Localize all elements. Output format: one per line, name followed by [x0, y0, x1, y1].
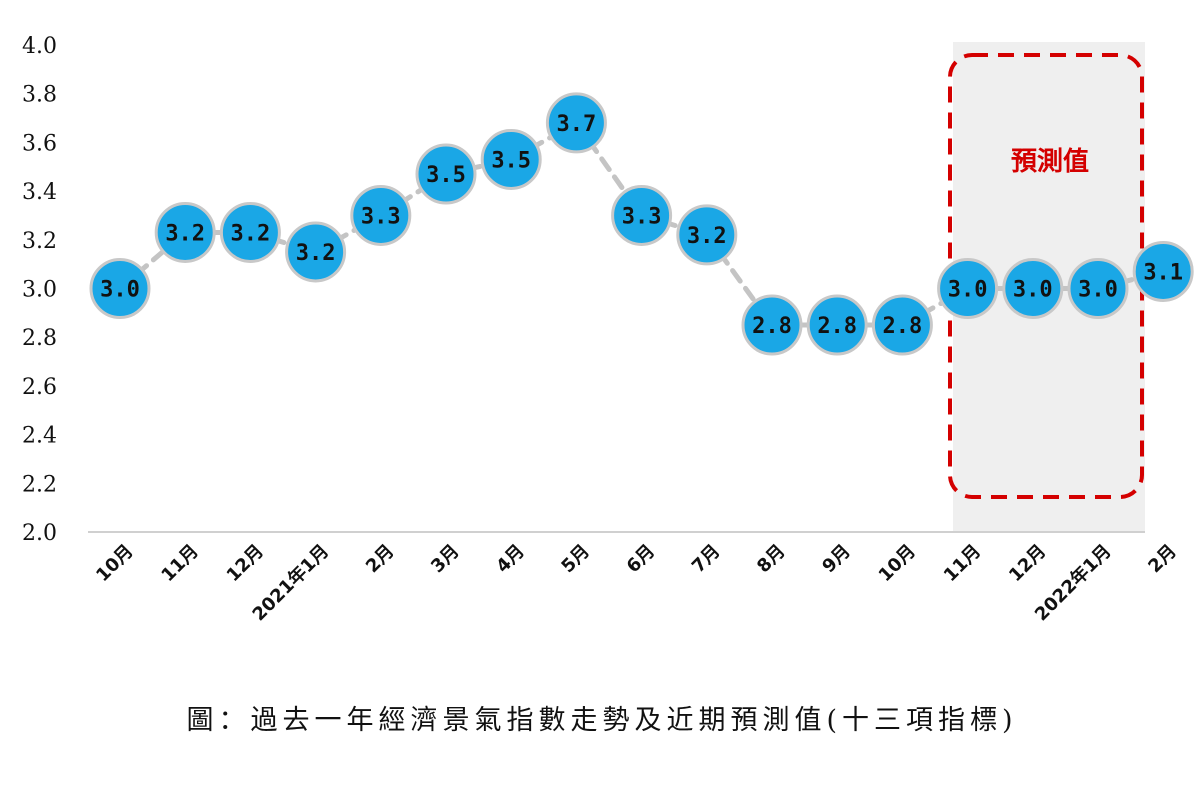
x-tick-label: 12月: [1005, 541, 1050, 586]
x-tick-label: 4月: [492, 541, 528, 577]
y-tick-label: 2.2: [22, 472, 57, 497]
data-point-marker: [871, 294, 933, 356]
data-label: 2.8: [752, 314, 792, 339]
data-point-marker: [350, 184, 412, 246]
data-point-marker: [741, 294, 803, 356]
data-label: 3.2: [687, 224, 727, 249]
x-tick-label: 2月: [1144, 541, 1180, 577]
data-point-marker: [154, 201, 216, 263]
data-label: 3.5: [491, 148, 531, 173]
data-point-marker: [806, 294, 868, 356]
data-label: 3.0: [1013, 278, 1053, 303]
y-tick-label: 3.2: [22, 229, 57, 254]
data-point-marker: [545, 92, 607, 154]
data-point-marker: [1132, 240, 1194, 302]
chart: 預測值 2.0 2.2 2.4 2.6 2.8 3.0 3.2 3.4 3.6 3.8 4.0 10…: [22, 34, 1194, 625]
data-label: 3.2: [165, 221, 205, 246]
data-point-marker: [611, 184, 673, 246]
y-tick-label: 3.6: [22, 131, 57, 156]
x-tick-label: 10月: [875, 541, 920, 586]
x-tick-label: 2月: [362, 541, 398, 577]
data-label: 3.3: [622, 204, 662, 229]
y-tick-label: 2.4: [22, 424, 57, 449]
y-tick-label: 2.0: [22, 521, 57, 546]
data-label: 3.0: [948, 278, 988, 303]
data-point-marker: [1002, 258, 1064, 319]
x-tick-label: 11月: [157, 541, 202, 586]
data-point-marker: [219, 201, 281, 263]
figure-caption: 圖：過去一年經濟景氣指數走勢及近期預測值(十三項指標): [186, 705, 1018, 736]
data-label: 2.8: [883, 314, 923, 339]
y-axis: 2.0 2.2 2.4 2.6 2.8 3.0 3.2 3.4 3.6 3.8 4.0: [22, 34, 57, 546]
y-tick-label: 3.0: [22, 278, 57, 303]
data-label: 3.5: [426, 163, 466, 188]
data-points: 3.0 3.2 3.2 3.2 3.3 3.5 3.5 3.7 3.3 3.2 2.8 2.8 2.8 3…: [89, 92, 1194, 356]
data-point-marker: [1067, 258, 1129, 319]
y-tick-label: 3.8: [22, 83, 57, 108]
x-tick-label: 3月: [427, 541, 463, 577]
data-label: 2.8: [817, 314, 857, 339]
forecast-label: 預測值: [1011, 147, 1089, 177]
y-tick-label: 3.4: [22, 180, 57, 205]
x-tick-label: 6月: [623, 541, 659, 577]
data-point-marker: [285, 221, 347, 283]
x-tick-label: 7月: [688, 541, 724, 577]
x-tick-label: 10月: [92, 541, 137, 586]
y-tick-label: 2.8: [22, 326, 57, 351]
data-point-marker: [676, 204, 738, 266]
x-tick-label: 8月: [753, 541, 789, 577]
data-point-marker: [415, 143, 477, 205]
y-tick-label: 4.0: [22, 34, 57, 59]
data-point-marker: [937, 258, 999, 319]
x-tick-label: 12月: [223, 541, 268, 586]
data-point-marker: [89, 258, 151, 319]
x-tick-label: 5月: [557, 541, 593, 577]
data-label: 3.1: [1143, 260, 1183, 285]
data-point-marker: [480, 128, 542, 190]
y-tick-label: 2.6: [22, 375, 57, 400]
data-label: 3.3: [361, 204, 401, 229]
x-tick-label: 11月: [940, 541, 985, 586]
data-label: 3.0: [1078, 278, 1118, 303]
data-label: 3.2: [296, 241, 336, 266]
data-label: 3.2: [231, 221, 271, 246]
data-label: 3.0: [100, 278, 140, 303]
x-tick-label: 9月: [818, 541, 854, 577]
data-label: 3.7: [557, 112, 597, 137]
